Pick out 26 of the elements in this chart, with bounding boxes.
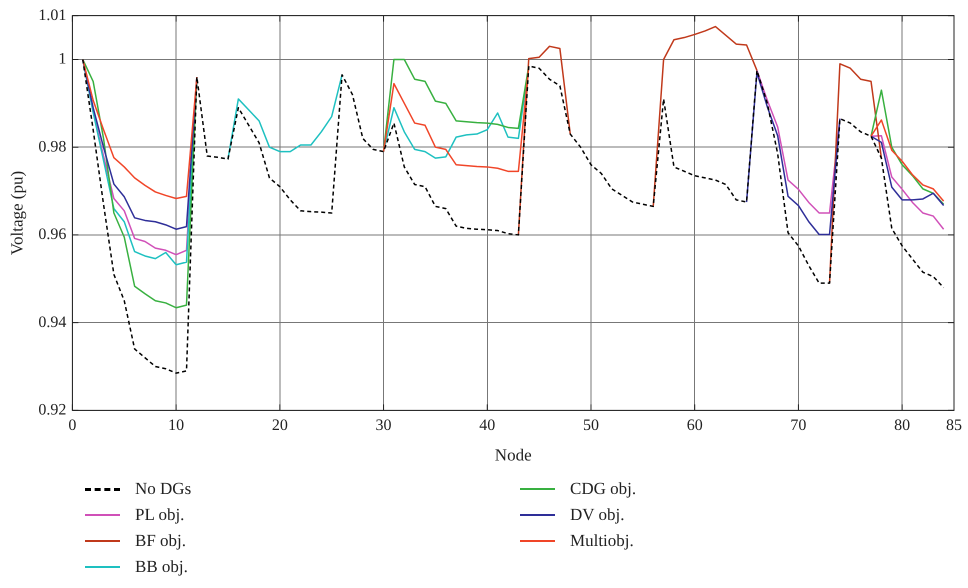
x-tick-label: 85 (946, 417, 962, 434)
y-tick-label: 0.94 (38, 314, 66, 331)
legend-label: BF obj. (135, 531, 186, 551)
line-series (82, 58, 944, 374)
x-tick-label: 0 (68, 417, 76, 434)
legend-label: DV obj. (570, 505, 624, 525)
legend-label: CDG obj. (570, 479, 636, 499)
legend-label: Multiobj. (570, 531, 634, 551)
y-tick-label: 1.01 (38, 6, 66, 24)
x-axis-title: Node (494, 445, 532, 464)
y-tick-label: 0.98 (38, 138, 66, 156)
legend-label: No DGs (135, 479, 192, 499)
x-tick-label: 10 (168, 417, 184, 434)
x-tick-label: 20 (272, 417, 288, 434)
y-axis-title: Voltage (pu) (8, 170, 27, 256)
x-tick-label: 70 (790, 417, 806, 434)
x-tick-label: 40 (479, 417, 496, 434)
y-tick-label: 1 (58, 50, 66, 68)
x-tick-label: 80 (894, 417, 910, 434)
x-tick-label: 30 (376, 417, 392, 434)
y-tick-label: 0.96 (38, 226, 66, 244)
y-tick-label: 0.92 (38, 402, 66, 419)
legend-label: BB obj. (135, 557, 188, 577)
legend-label: PL obj. (135, 505, 184, 525)
x-tick-label: 50 (582, 417, 599, 434)
x-tick-label: 60 (686, 417, 703, 434)
